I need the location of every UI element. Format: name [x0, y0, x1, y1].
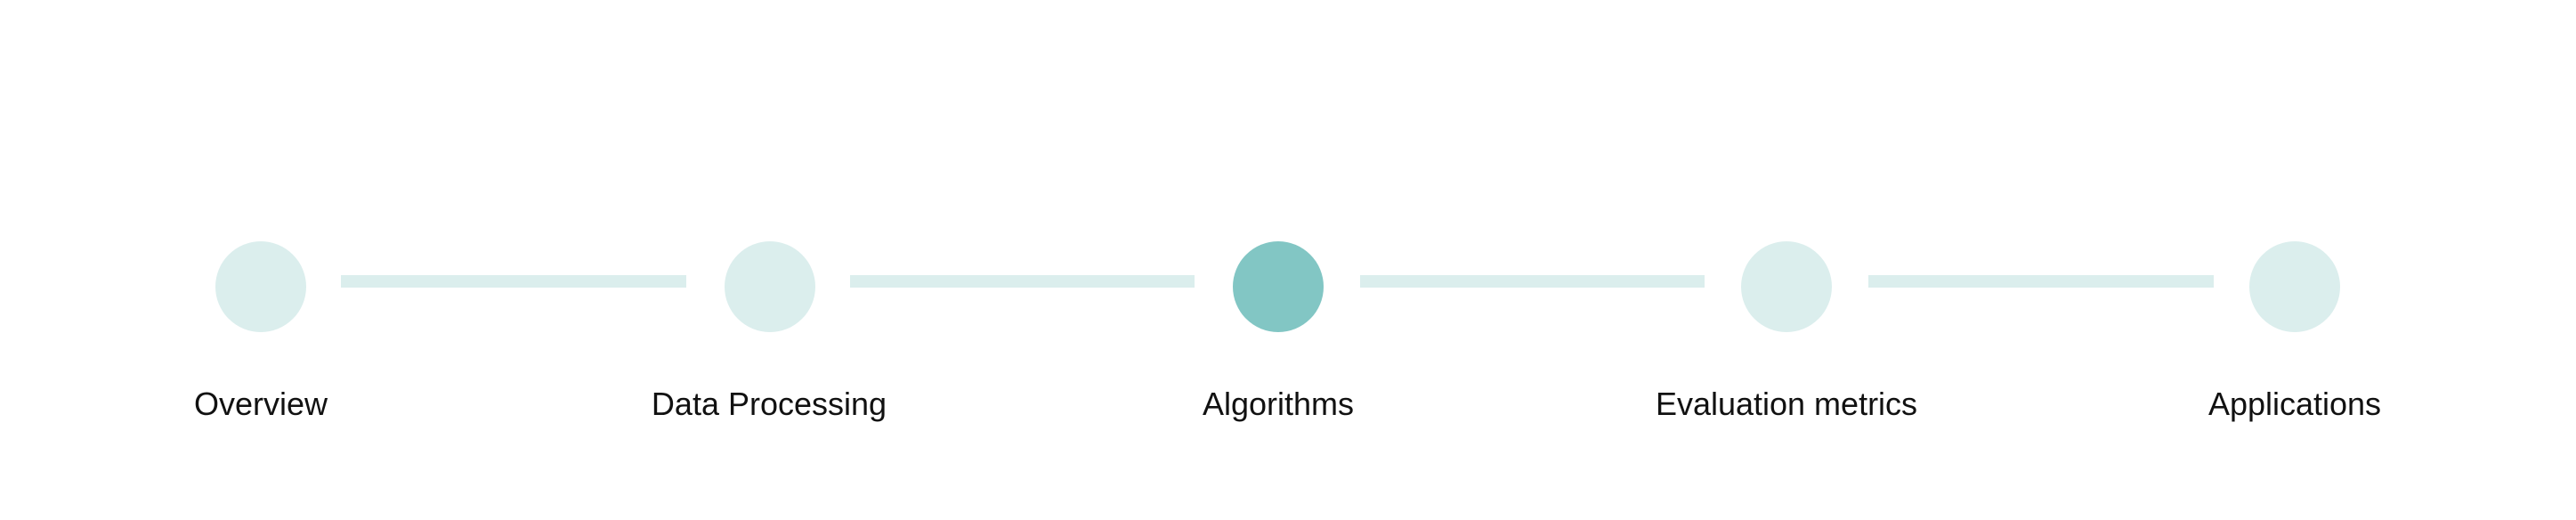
step-label-evaluation-metrics[interactable]: Evaluation metrics: [1655, 386, 1918, 422]
step-circle-overview[interactable]: [215, 241, 306, 332]
step-label-overview[interactable]: Overview: [193, 386, 328, 422]
step-connector-3: [1360, 275, 1705, 288]
step-connector-1: [341, 275, 686, 288]
step-circle-applications[interactable]: [2249, 241, 2340, 332]
step-label-algorithms[interactable]: Algorithms: [1202, 386, 1355, 422]
step-circle-evaluation-metrics[interactable]: [1741, 241, 1832, 332]
step-circle-algorithms[interactable]: [1233, 241, 1324, 332]
step-circle-data-processing[interactable]: [725, 241, 815, 332]
step-label-applications[interactable]: Applications: [2207, 386, 2382, 422]
step-label-data-processing[interactable]: Data Processing: [651, 386, 887, 422]
step-connector-4: [1868, 275, 2214, 288]
step-connector-2: [850, 275, 1195, 288]
